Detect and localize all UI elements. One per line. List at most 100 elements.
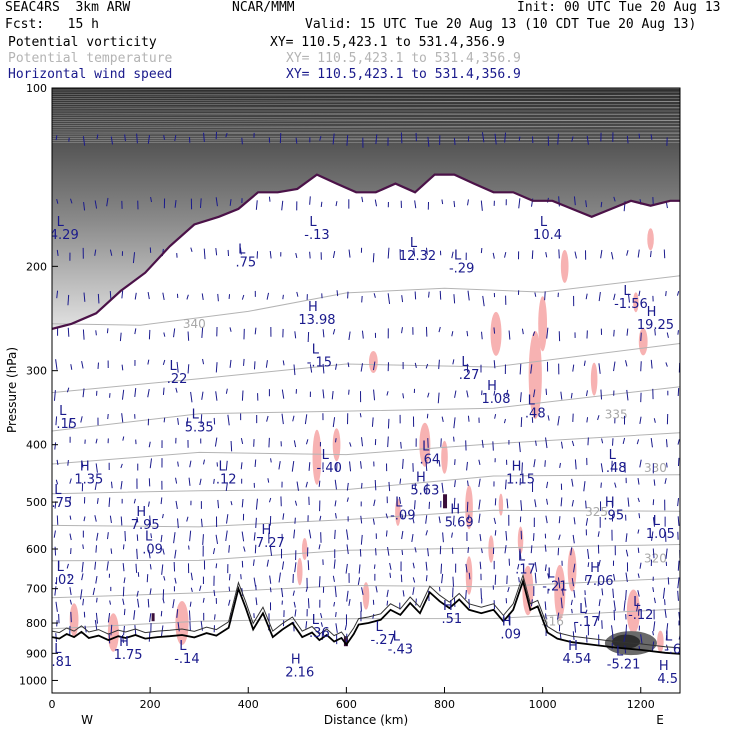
wind-vector <box>402 393 405 399</box>
wind-vector <box>269 545 273 556</box>
field-theta-xy: XY= 110.5,423.1 to 531.4,356.9 <box>286 51 521 66</box>
wind-vector <box>519 548 522 560</box>
extremum-type: H <box>568 639 578 654</box>
wind-vector <box>534 292 537 297</box>
wind-vector <box>679 135 680 137</box>
wind-vector <box>570 599 573 606</box>
wind-vector <box>614 482 617 488</box>
wind-vector <box>120 463 123 469</box>
wind-vector <box>639 459 642 468</box>
wind-vector <box>94 619 98 631</box>
wind-vector <box>665 439 668 448</box>
pv-patch <box>567 547 577 592</box>
extremum-value: -.17 <box>574 615 599 630</box>
wind-vector <box>441 482 444 493</box>
wind-vector <box>69 533 72 541</box>
wind-vector <box>173 532 176 544</box>
extremum-type: H <box>659 659 669 674</box>
wind-vector <box>318 544 321 550</box>
wind-vector <box>160 534 163 543</box>
wind-vector <box>278 461 281 470</box>
extremum-value: -.15 <box>307 355 332 370</box>
extremum-type: H <box>416 470 426 485</box>
extremum-value: -.29 <box>449 262 474 277</box>
pv-patch <box>488 535 494 563</box>
theta-contour <box>52 275 680 326</box>
wind-vector <box>466 461 468 471</box>
wind-vector <box>425 363 429 369</box>
pv-patch <box>332 428 341 462</box>
wind-speed-vectors <box>53 131 680 656</box>
wind-vector <box>55 601 58 612</box>
extremum-value: 1.05 <box>646 527 675 542</box>
wind-vector <box>571 608 573 614</box>
wind-vector <box>650 359 653 369</box>
wind-vector <box>121 290 124 299</box>
wind-vector <box>544 601 547 610</box>
pv-patch <box>647 228 654 251</box>
wind-vector <box>215 362 218 373</box>
wind-vector <box>308 462 311 471</box>
wind-vector <box>333 601 336 607</box>
y-tick-label: 800 <box>26 617 47 630</box>
wind-vector <box>494 413 497 419</box>
wind-vector <box>598 599 601 607</box>
wind-vector <box>535 440 537 446</box>
wind-vector <box>215 534 219 545</box>
extremum-value: 10.4 <box>533 228 562 243</box>
extremum-type: L <box>540 215 548 230</box>
wind-vector <box>598 559 601 567</box>
wind-vector <box>320 613 323 619</box>
wind-vector <box>375 548 377 556</box>
wind-vector <box>428 291 430 298</box>
wind-vector <box>533 389 536 398</box>
wind-vector <box>201 327 204 338</box>
wind-vector <box>373 499 376 507</box>
wind-vector <box>334 513 337 519</box>
wind-vector <box>520 500 523 511</box>
wind-vector <box>281 413 284 425</box>
wind-vector <box>307 560 310 571</box>
wind-vector <box>293 364 296 376</box>
wind-vector <box>585 500 587 509</box>
wind-vector <box>162 548 165 555</box>
wind-vector <box>243 546 246 552</box>
extremum-type: L <box>169 359 177 374</box>
theta-contour <box>52 343 680 394</box>
wind-vector <box>186 516 189 522</box>
wind-vector <box>189 530 192 542</box>
wind-vector <box>94 249 97 256</box>
wind-vector <box>190 587 193 592</box>
pv-patch <box>554 564 566 620</box>
wind-vector <box>414 200 417 209</box>
wind-vector <box>108 633 111 644</box>
wind-vector <box>386 600 389 606</box>
strat-streak <box>52 93 680 96</box>
wind-vector <box>664 609 667 618</box>
wind-vector <box>228 586 231 592</box>
wind-vector <box>53 390 56 401</box>
extremum-type: H <box>590 561 600 576</box>
wind-vector <box>625 533 628 542</box>
wind-vector <box>360 461 362 469</box>
wind-vector <box>504 479 507 490</box>
extremum-value: 4.29 <box>50 228 79 243</box>
strat-streak <box>52 88 680 91</box>
wind-vector <box>400 441 402 449</box>
wind-vector <box>163 576 166 581</box>
wind-vector <box>597 610 601 621</box>
wind-vector <box>441 199 444 205</box>
wind-vector <box>665 548 668 559</box>
wind-vector <box>504 545 507 554</box>
wind-vector <box>107 532 109 540</box>
wind-vector <box>387 247 390 259</box>
extremum-value: 2.16 <box>285 666 314 681</box>
wind-vector <box>68 496 72 504</box>
wind-vector <box>613 329 615 337</box>
pv-patch <box>368 350 378 373</box>
wind-vector <box>309 364 313 373</box>
wind-vector <box>583 360 586 366</box>
wind-vector <box>137 598 140 608</box>
wind-vector <box>585 390 588 397</box>
wind-vector <box>281 200 284 211</box>
